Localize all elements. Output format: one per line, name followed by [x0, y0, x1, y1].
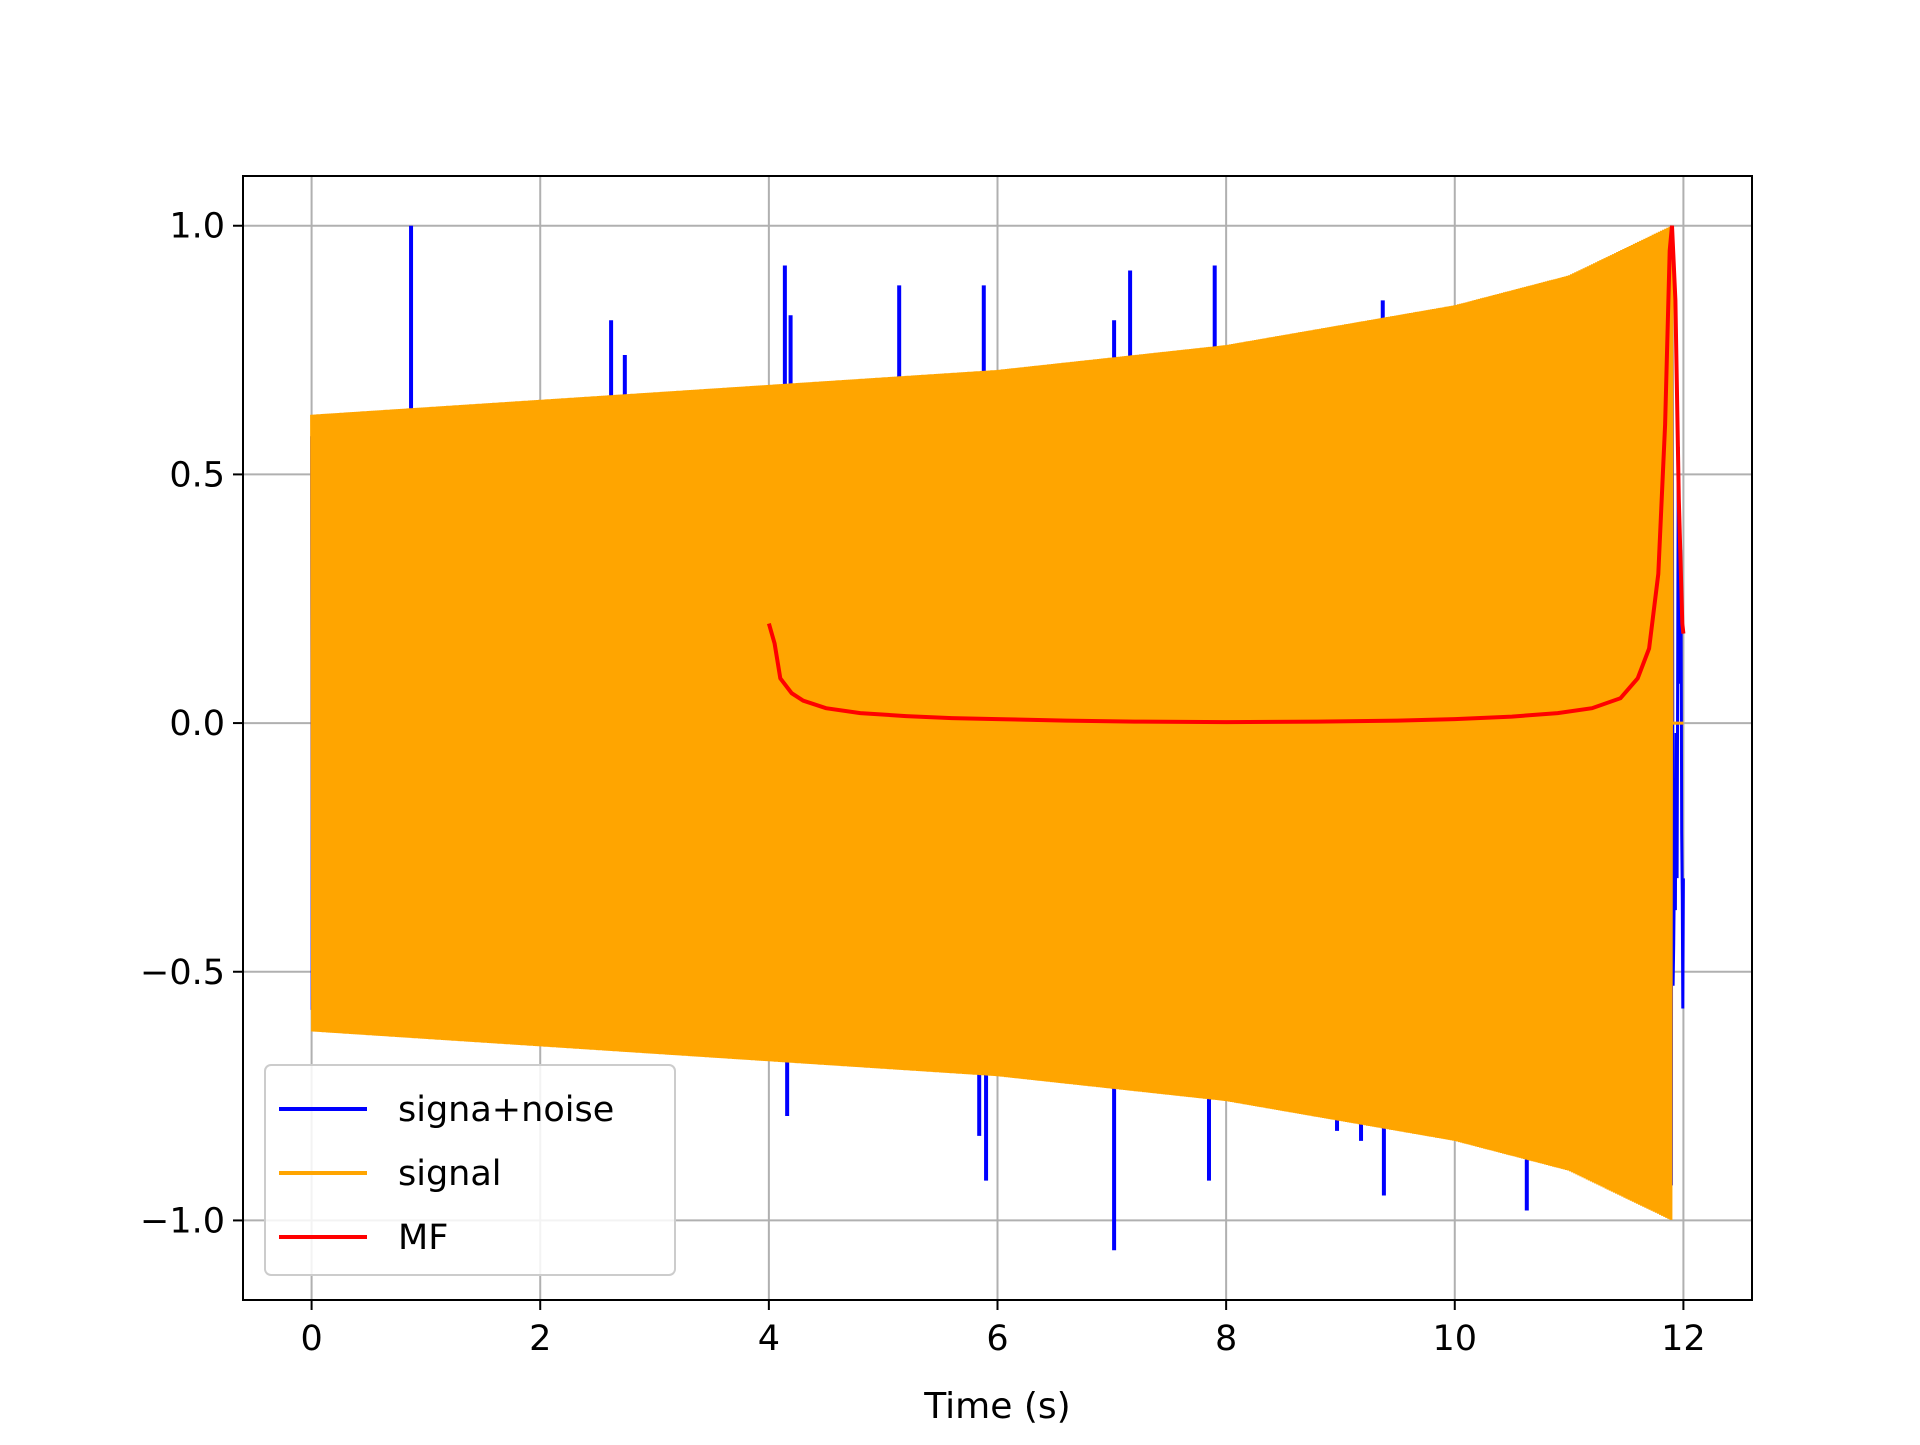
legend-box	[264, 1064, 676, 1276]
x-tick-label-3: 6	[986, 1319, 1008, 1359]
x-tick-label-0: 0	[300, 1319, 322, 1359]
y-tick-label-1: −0.5	[140, 953, 225, 993]
x-tick-label-5: 10	[1432, 1319, 1477, 1359]
x-axis-label: Time (s)	[923, 1386, 1070, 1427]
series-mf	[766, 225, 1686, 725]
x-tick-label-2: 4	[758, 1319, 780, 1359]
legend-label-0: signa+noise	[398, 1090, 614, 1130]
y-tick-label-0: −1.0	[140, 1201, 225, 1241]
x-tick-label-1: 2	[529, 1319, 551, 1359]
x-tick-label-6: 12	[1661, 1319, 1706, 1359]
y-tick-label-4: 1.0	[169, 207, 225, 247]
legend: signa+noise signal MF	[264, 1064, 676, 1276]
series-signal	[310, 225, 1684, 1220]
plot-area	[310, 225, 1686, 1251]
y-tick-label-2: 0.0	[169, 704, 225, 744]
legend-label-2: MF	[398, 1218, 448, 1258]
ticks: 0 2 4 6 8 10 12 −1.0 −0.5 0.0 0.5 1.0	[140, 207, 1706, 1359]
y-tick-label-3: 0.5	[169, 455, 225, 495]
legend-label-1: signal	[398, 1154, 502, 1194]
x-tick-label-4: 8	[1215, 1319, 1237, 1359]
